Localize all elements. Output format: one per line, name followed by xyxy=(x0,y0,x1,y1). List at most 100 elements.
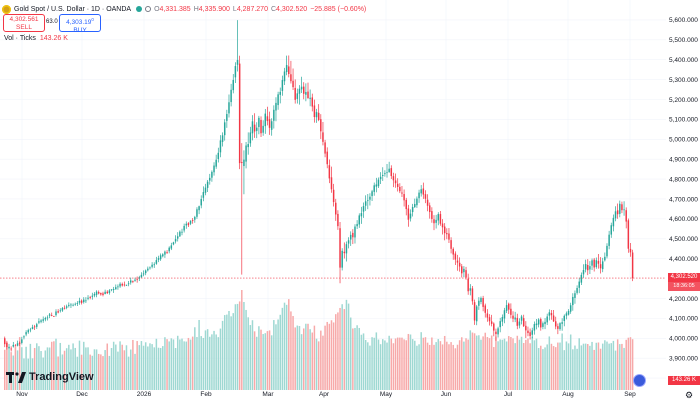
price-axis[interactable]: 5,600.000 5,500.000 5,400.000 5,300.000 5,20… xyxy=(669,17,698,382)
candle-body xyxy=(516,317,519,326)
candle-body xyxy=(456,260,459,263)
volume-bar xyxy=(172,339,175,390)
close-value: 4,302.520 xyxy=(276,5,308,13)
candle-body xyxy=(170,245,173,249)
volume-bar xyxy=(508,336,510,390)
volume-bar xyxy=(424,337,427,390)
volume-bar xyxy=(317,341,320,390)
volume-bar xyxy=(546,344,548,390)
volume-bar xyxy=(461,337,463,390)
candle-body xyxy=(341,250,343,268)
candle-body xyxy=(480,298,482,302)
volume-bar xyxy=(475,335,478,390)
alert-icon[interactable] xyxy=(145,6,152,12)
volume-bar xyxy=(298,326,301,390)
volume-bar xyxy=(147,346,149,390)
volume-bar xyxy=(266,331,269,390)
volume-bar xyxy=(377,339,380,390)
volume-bar xyxy=(42,357,44,390)
candle-body xyxy=(200,199,202,206)
candle-body xyxy=(106,291,109,294)
candle-body xyxy=(324,142,326,154)
buy-button[interactable]: 4,303.190 BUY xyxy=(59,14,101,34)
volume-bar xyxy=(396,337,399,390)
price-tick-label: 4,800.000 xyxy=(669,176,698,183)
symbol-header: Gold Spot / U.S. Dollar · 1D · OANDA O 4… xyxy=(2,2,369,16)
volume-bar xyxy=(488,338,491,390)
candle-body xyxy=(390,168,393,177)
volume-bar xyxy=(426,342,429,390)
volume-bar xyxy=(277,319,279,390)
candle-body xyxy=(6,342,8,348)
volume-bar xyxy=(619,344,621,390)
tradingview-logo[interactable]: TradingView xyxy=(6,371,94,383)
volume-legend[interactable]: Vol · Ticks 143.26 K xyxy=(4,35,68,42)
candle-body xyxy=(10,348,12,350)
volume-bar xyxy=(245,309,247,390)
candle-body xyxy=(226,114,228,121)
volume-bar xyxy=(204,330,207,390)
candle-body xyxy=(388,168,390,173)
volume-bar xyxy=(243,302,245,390)
candle-body xyxy=(567,311,570,315)
volume-bar xyxy=(482,336,484,390)
sell-button[interactable]: 4,302.561 SELL xyxy=(3,14,45,32)
candle-body xyxy=(241,162,243,164)
volume-bar xyxy=(454,348,457,390)
symbol-title[interactable]: Gold Spot / U.S. Dollar · 1D · OANDA xyxy=(14,5,132,13)
volume-bar xyxy=(46,347,49,390)
candle-body xyxy=(123,284,126,286)
candle-body xyxy=(486,313,489,318)
candle-body xyxy=(379,176,382,180)
candle-body xyxy=(593,259,595,268)
candle-body xyxy=(542,323,544,327)
candle-body xyxy=(8,347,10,348)
volume-bar xyxy=(68,344,70,390)
volume-bar xyxy=(597,342,600,390)
volume-bar xyxy=(394,338,397,390)
candle-body xyxy=(119,283,121,287)
candle-body xyxy=(313,105,316,118)
candle-body xyxy=(166,252,168,253)
volume-bar xyxy=(471,332,474,390)
candle-body xyxy=(215,159,217,167)
candle-body xyxy=(142,273,145,275)
candle-body xyxy=(619,203,621,214)
candle-body xyxy=(373,185,375,192)
time-axis[interactable]: Nov Dec 2026 Feb Mar Apr May Jun Jul Aug Sep xyxy=(16,391,636,398)
volume-bar xyxy=(97,353,100,390)
settings-gear-icon[interactable]: ⚙ xyxy=(685,390,694,400)
volume-bar xyxy=(478,335,480,390)
candle-body xyxy=(159,255,162,260)
volume-bar xyxy=(38,346,40,390)
volume-bar xyxy=(273,320,275,390)
candle-body xyxy=(55,311,57,316)
volume-bar xyxy=(330,320,333,390)
candle-body xyxy=(127,283,130,285)
candle-body xyxy=(623,209,625,211)
candle-body xyxy=(283,71,286,82)
tradingview-text: TradingView xyxy=(29,371,94,383)
volume-bar xyxy=(226,314,228,390)
candle-body xyxy=(482,298,484,307)
us-flag-icon xyxy=(633,374,646,387)
time-tick-label: Mar xyxy=(262,391,274,398)
candle-body xyxy=(76,303,79,304)
volume-bar xyxy=(612,340,615,390)
volume-bar xyxy=(185,341,188,390)
candle-body xyxy=(21,339,23,343)
candle-body xyxy=(213,165,215,173)
candle-body xyxy=(134,279,136,281)
candle-body xyxy=(183,225,185,231)
time-tick-label: Jun xyxy=(441,391,452,398)
candle-body xyxy=(499,321,501,328)
volume-bar xyxy=(106,343,109,390)
volume-bars xyxy=(4,290,634,390)
volume-bar xyxy=(142,345,145,390)
candle-body xyxy=(437,214,440,221)
candle-body xyxy=(591,260,593,266)
volume-bar xyxy=(234,304,237,390)
volume-bar xyxy=(606,341,608,390)
volume-bar xyxy=(540,345,542,390)
